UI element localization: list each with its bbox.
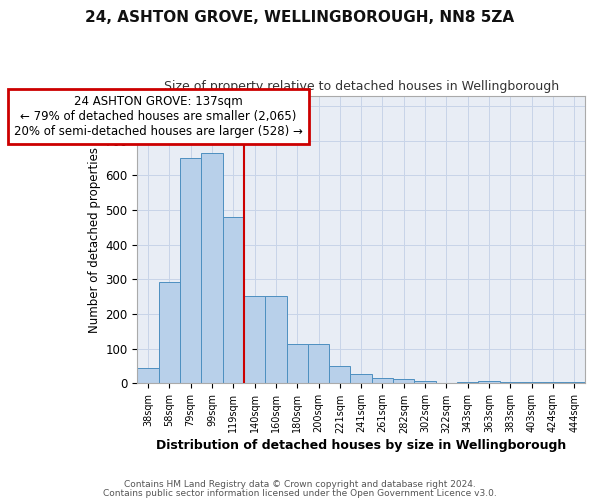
- Bar: [158, 282, 180, 384]
- Text: Contains HM Land Registry data © Crown copyright and database right 2024.: Contains HM Land Registry data © Crown c…: [124, 480, 476, 489]
- Bar: [457, 382, 478, 384]
- Text: 24, ASHTON GROVE, WELLINGBOROUGH, NN8 5ZA: 24, ASHTON GROVE, WELLINGBOROUGH, NN8 5Z…: [85, 10, 515, 25]
- Text: 24 ASHTON GROVE: 137sqm
← 79% of detached houses are smaller (2,065)
20% of semi: 24 ASHTON GROVE: 137sqm ← 79% of detache…: [14, 95, 303, 138]
- X-axis label: Distribution of detached houses by size in Wellingborough: Distribution of detached houses by size …: [156, 440, 566, 452]
- Bar: [137, 368, 158, 384]
- Bar: [542, 382, 563, 384]
- Bar: [180, 158, 201, 384]
- Bar: [308, 344, 329, 384]
- Bar: [265, 296, 287, 384]
- Bar: [521, 382, 542, 384]
- Bar: [415, 380, 436, 384]
- Bar: [287, 344, 308, 384]
- Bar: [329, 366, 350, 384]
- Bar: [350, 374, 372, 384]
- Bar: [223, 217, 244, 384]
- Y-axis label: Number of detached properties: Number of detached properties: [88, 146, 101, 332]
- Bar: [244, 296, 265, 384]
- Bar: [393, 379, 415, 384]
- Text: Contains public sector information licensed under the Open Government Licence v3: Contains public sector information licen…: [103, 488, 497, 498]
- Bar: [563, 382, 585, 384]
- Title: Size of property relative to detached houses in Wellingborough: Size of property relative to detached ho…: [164, 80, 559, 93]
- Bar: [500, 382, 521, 384]
- Bar: [372, 378, 393, 384]
- Bar: [478, 381, 500, 384]
- Bar: [201, 154, 223, 384]
